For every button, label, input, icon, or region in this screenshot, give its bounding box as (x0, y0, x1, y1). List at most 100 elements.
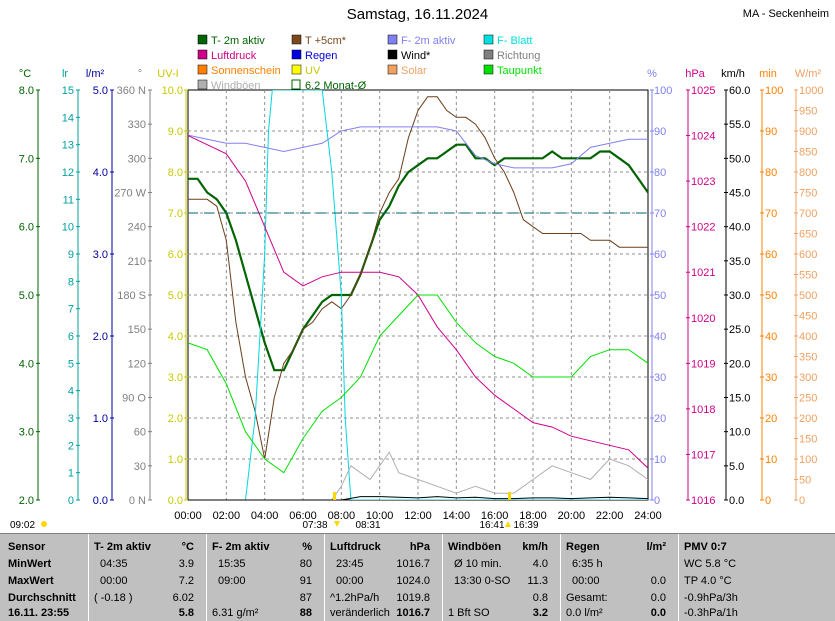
y-tick-label-kmh: 30.0 (729, 290, 750, 302)
y-tick-label-lr: 5 (68, 358, 74, 370)
y-tick-label-hpa: 1017 (691, 449, 715, 461)
y-tick-label-wm: 100 (799, 454, 817, 466)
x-tick-label: 08:00 (328, 510, 356, 522)
y-tick-label-lr: 12 (62, 167, 74, 179)
y-tick-label-hpa: 1018 (691, 404, 715, 416)
axis-unit-temp: °C (19, 68, 31, 80)
y-tick-label-lr: 0 (68, 495, 74, 507)
y-tick-label-uv: 8.0 (168, 167, 183, 179)
table-cell-value: 4.0 (448, 557, 548, 571)
table-cell: 16.11. 23:55 (8, 606, 69, 620)
legend-swatch (292, 65, 301, 74)
legend-swatch (198, 50, 207, 59)
y-tick-label-kmh: 0.0 (729, 495, 744, 507)
y-tick-label-kmh: 20.0 (729, 358, 750, 370)
y-tick-label-hum: 70 (654, 208, 666, 220)
uv-marker (333, 492, 336, 500)
uv-marker (508, 492, 511, 500)
table-cell-value: 91 (212, 574, 312, 588)
y-tick-label-wm: 600 (799, 249, 817, 261)
y-tick-label-wm: 550 (799, 270, 817, 282)
y-tick-label-kmh: 50.0 (729, 153, 750, 165)
table-separator (560, 534, 561, 621)
table-cell-value: 3.2 (448, 606, 548, 620)
y-tick-label-min: 30 (765, 372, 777, 384)
legend-swatch (388, 65, 397, 74)
y-tick-label-min: 10 (765, 454, 777, 466)
y-tick-label-hum: 10 (654, 454, 666, 466)
axis-unit-hpa: hPa (685, 68, 705, 80)
y-tick-label-kmh: 40.0 (729, 222, 750, 234)
station-name: MA - Seckenheim (743, 8, 829, 20)
table-unit: % (212, 540, 312, 554)
y-tick-label-uv: 5.0 (168, 290, 183, 302)
y-tick-label-uv: 6.0 (168, 249, 183, 261)
legend-label: UV (305, 65, 321, 77)
y-tick-label-dir: 30 (134, 461, 146, 473)
legend-swatch (388, 35, 397, 44)
y-tick-label-dir: 330 (128, 119, 146, 131)
y-tick-label-lr: 14 (62, 112, 74, 124)
axis-unit-dir: ° (138, 68, 142, 80)
table-cell-value: 1024.0 (330, 574, 430, 588)
y-tick-label-lm: 5.0 (93, 85, 108, 97)
y-tick-label-hpa: 1021 (691, 267, 715, 279)
y-tick-label-wm: 1000 (799, 85, 823, 97)
table-cell: TP 4.0 °C (684, 574, 732, 588)
y-tick-label-lr: 2 (68, 440, 74, 452)
y-tick-label-hpa: 1016 (691, 495, 715, 507)
y-tick-label-hpa: 1022 (691, 222, 715, 234)
y-tick-label-hum: 50 (654, 290, 666, 302)
x-tick-label: 24:00 (634, 510, 662, 522)
y-tick-label-dir: 150 (128, 324, 146, 336)
sunrise-icon (334, 521, 340, 527)
table-separator (88, 534, 89, 621)
table-separator (206, 534, 207, 621)
y-tick-label-hpa: 1024 (691, 131, 715, 143)
y-tick-label-lm: 4.0 (93, 167, 108, 179)
y-tick-label-hum: 80 (654, 167, 666, 179)
table-cell-value: 80 (212, 557, 312, 571)
y-tick-label-wm: 650 (799, 229, 817, 241)
legend-label: Taupunkt (497, 65, 542, 77)
legend-swatch (388, 50, 397, 59)
y-tick-label-kmh: 5.0 (729, 461, 744, 473)
y-tick-label-dir: 270 W (114, 188, 146, 200)
table-unit: km/h (448, 540, 548, 554)
y-tick-label-hum: 90 (654, 126, 666, 138)
sunset-time-2: 16:39 (513, 520, 538, 531)
table-cell-label: 6:35 h (572, 557, 603, 571)
y-tick-label-dir: 180 S (117, 290, 146, 302)
y-tick-label-uv: 3.0 (168, 372, 183, 384)
y-tick-label-lr: 15 (62, 85, 74, 97)
y-tick-label-lr: 10 (62, 222, 74, 234)
legend-label: Regen (305, 50, 337, 62)
legend-swatch (198, 35, 207, 44)
x-tick-label: 12:00 (404, 510, 432, 522)
table-cell: MinWert (8, 557, 51, 571)
y-tick-label-kmh: 10.0 (729, 427, 750, 439)
y-tick-label-wm: 500 (799, 290, 817, 302)
table-cell-value: 88 (212, 606, 312, 620)
y-tick-label-lm: 0.0 (93, 495, 108, 507)
table-unit: l/m² (566, 540, 666, 554)
table-cell-value: 0.8 (448, 591, 548, 605)
y-tick-label-kmh: 60.0 (729, 85, 750, 97)
y-tick-label-dir: 60 (134, 427, 146, 439)
legend-swatch (292, 35, 301, 44)
y-tick-label-kmh: 35.0 (729, 256, 750, 268)
table-cell-value: 0.0 (566, 574, 666, 588)
y-tick-label-lr: 4 (68, 386, 74, 398)
table-cell-value: 1016.7 (330, 606, 430, 620)
legend-label: Richtung (497, 50, 540, 62)
y-tick-label-uv: 9.0 (168, 126, 183, 138)
y-tick-label-dir: 210 (128, 256, 146, 268)
sun-icon (41, 521, 47, 527)
table-unit: °C (94, 540, 194, 554)
sunset-time: 16:41 (479, 520, 504, 531)
y-tick-label-uv: 1.0 (168, 454, 183, 466)
y-tick-label-wm: 900 (799, 126, 817, 138)
y-tick-label-lr: 6 (68, 331, 74, 343)
y-tick-label-wm: 950 (799, 106, 817, 118)
